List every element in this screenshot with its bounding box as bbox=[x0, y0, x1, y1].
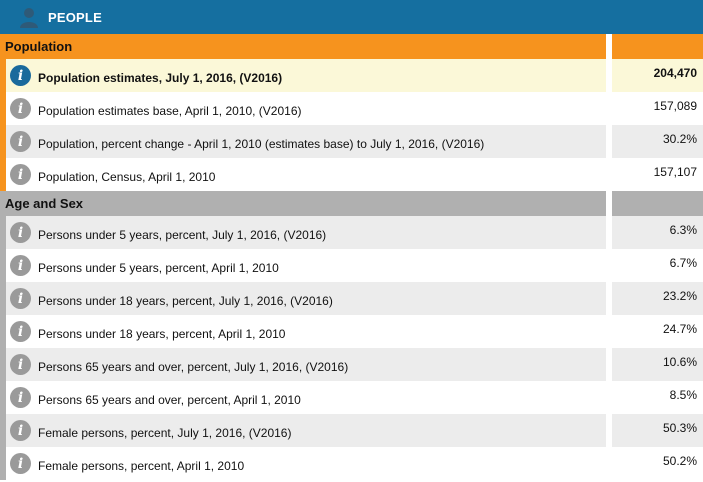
info-icon[interactable]: i bbox=[10, 98, 31, 119]
row-value: 204,470 bbox=[653, 65, 697, 80]
info-icon[interactable]: i bbox=[10, 255, 31, 276]
row-label: Persons 65 years and over, percent, July… bbox=[38, 359, 349, 374]
row-label: Persons under 5 years, percent, July 1, … bbox=[38, 227, 327, 242]
info-icon[interactable]: i bbox=[10, 387, 31, 408]
row-label: Population estimates base, April 1, 2010… bbox=[38, 103, 302, 118]
row-value: 157,107 bbox=[653, 164, 697, 179]
table-row: i Persons 65 years and over, percent, Ju… bbox=[0, 348, 703, 381]
row-value: 24.7% bbox=[662, 321, 697, 336]
table-row: i Female persons, percent, July 1, 2016,… bbox=[0, 414, 703, 447]
row-value: 50.2% bbox=[662, 453, 697, 468]
table-row: i Population estimates base, April 1, 20… bbox=[0, 92, 703, 125]
row-label: Female persons, percent, July 1, 2016, (… bbox=[38, 425, 292, 440]
table-row: i Population estimates, July 1, 2016, (V… bbox=[0, 59, 703, 92]
table-row: i Persons under 5 years, percent, April … bbox=[0, 249, 703, 282]
section-label-age-and-sex: Age and Sex bbox=[0, 191, 606, 216]
table-row: i Persons 65 years and over, percent, Ap… bbox=[0, 381, 703, 414]
table-row: i Persons under 5 years, percent, July 1… bbox=[0, 216, 703, 249]
row-value: 23.2% bbox=[662, 288, 697, 303]
row-value: 6.3% bbox=[669, 222, 697, 237]
table-row: i Population, percent change - April 1, … bbox=[0, 125, 703, 158]
row-label: Female persons, percent, April 1, 2010 bbox=[38, 458, 245, 473]
people-header: PEOPLE bbox=[0, 0, 703, 34]
info-icon[interactable]: i bbox=[10, 288, 31, 309]
row-label: Population estimates, July 1, 2016, (V20… bbox=[38, 70, 283, 85]
table-row: i Persons under 18 years, percent, July … bbox=[0, 282, 703, 315]
info-icon[interactable]: i bbox=[10, 321, 31, 342]
row-label: Population, percent change - April 1, 20… bbox=[38, 136, 485, 151]
section-header-population: Population bbox=[0, 34, 703, 59]
info-icon[interactable]: i bbox=[10, 222, 31, 243]
info-icon[interactable]: i bbox=[10, 420, 31, 441]
age-and-sex-rows: i Persons under 5 years, percent, July 1… bbox=[0, 216, 703, 480]
population-rows: i Population estimates, July 1, 2016, (V… bbox=[0, 59, 703, 191]
row-label: Persons under 18 years, percent, April 1… bbox=[38, 326, 286, 341]
row-label: Population, Census, April 1, 2010 bbox=[38, 169, 216, 184]
row-label: Persons under 18 years, percent, July 1,… bbox=[38, 293, 333, 308]
table-row: i Persons under 18 years, percent, April… bbox=[0, 315, 703, 348]
row-value: 8.5% bbox=[669, 387, 697, 402]
info-icon[interactable]: i bbox=[10, 131, 31, 152]
info-icon[interactable]: i bbox=[10, 65, 31, 86]
table-row: i Female persons, percent, April 1, 2010… bbox=[0, 447, 703, 480]
table-row: i Population, Census, April 1, 2010 157,… bbox=[0, 158, 703, 191]
row-label: Persons under 5 years, percent, April 1,… bbox=[38, 260, 279, 275]
person-icon bbox=[20, 8, 38, 28]
section-label-population: Population bbox=[0, 34, 606, 59]
row-label: Persons 65 years and over, percent, Apri… bbox=[38, 392, 301, 407]
row-value: 50.3% bbox=[662, 420, 697, 435]
info-icon[interactable]: i bbox=[10, 354, 31, 375]
section-header-age-and-sex: Age and Sex bbox=[0, 191, 703, 216]
info-icon[interactable]: i bbox=[10, 164, 31, 185]
row-value: 157,089 bbox=[653, 98, 697, 113]
row-value: 30.2% bbox=[662, 131, 697, 146]
row-value: 6.7% bbox=[669, 255, 697, 270]
people-title: PEOPLE bbox=[48, 9, 102, 25]
info-icon[interactable]: i bbox=[10, 453, 31, 474]
row-value: 10.6% bbox=[662, 354, 697, 369]
